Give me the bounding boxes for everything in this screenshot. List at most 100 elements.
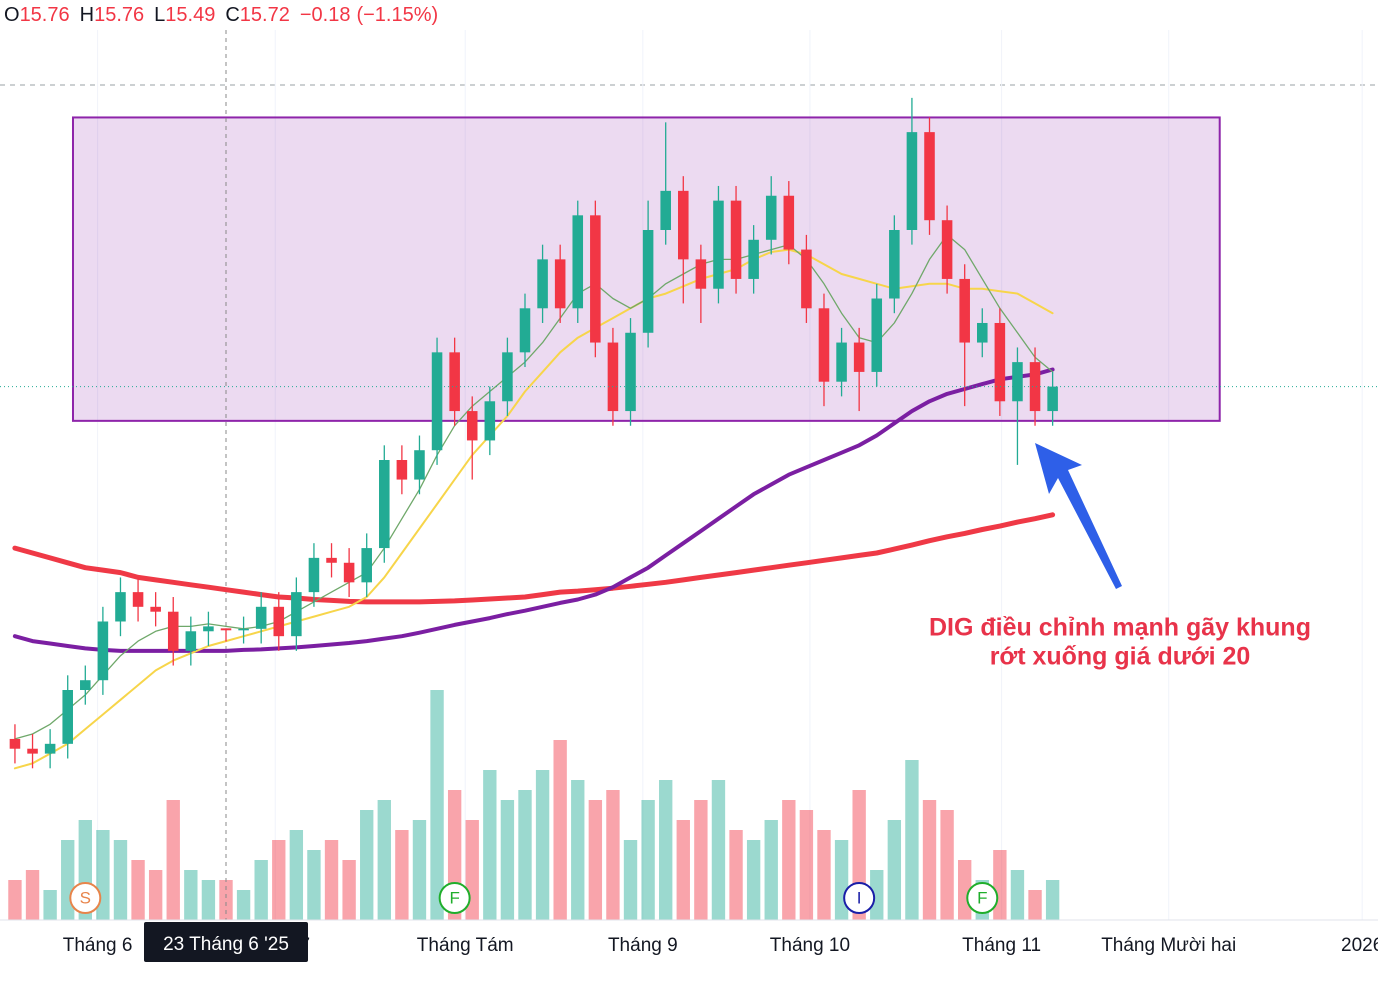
volume-bar xyxy=(535,770,550,920)
candle-body xyxy=(765,195,777,240)
volume-bar xyxy=(1045,880,1060,920)
volume-bar xyxy=(817,830,831,920)
ohlc-key: O xyxy=(4,4,20,26)
moving-average-line xyxy=(12,367,1055,653)
arrow xyxy=(1035,443,1122,589)
volume-bar xyxy=(764,820,778,920)
volume-bar xyxy=(307,850,321,920)
volume-bar xyxy=(641,800,655,920)
event-marker xyxy=(438,882,471,914)
candle-body xyxy=(730,200,742,279)
candle-body xyxy=(44,743,56,754)
ohlc-key: L xyxy=(154,4,165,26)
candle-body xyxy=(343,562,355,583)
volume-bar xyxy=(1010,870,1025,920)
candle-body xyxy=(203,626,214,632)
candle-body xyxy=(537,259,548,309)
volume-bar xyxy=(887,820,902,920)
volume-bar xyxy=(606,790,620,920)
candle-body xyxy=(818,308,830,382)
event-label: F xyxy=(977,888,987,907)
crosshair-label: 23 Tháng 6 '25 xyxy=(163,934,289,955)
candle-body xyxy=(255,606,267,629)
candle-body xyxy=(801,249,812,309)
candle-body xyxy=(379,460,390,549)
volume-bar xyxy=(746,840,761,920)
candle-body xyxy=(871,298,883,372)
candle-body xyxy=(748,239,759,279)
candle-body xyxy=(554,259,566,309)
candle-body xyxy=(519,308,531,353)
event-label: F xyxy=(449,888,459,907)
candle-body xyxy=(466,411,478,441)
volume-bar xyxy=(571,780,585,920)
volume-bar xyxy=(113,840,128,920)
volume-bar xyxy=(342,860,356,920)
candle-body xyxy=(9,738,21,749)
change-percent: (−1.15%) xyxy=(356,4,438,26)
x-tick-label: Tháng 11 xyxy=(962,935,1041,956)
volume-bar xyxy=(623,840,638,920)
candle-body xyxy=(1047,386,1058,412)
candle-body xyxy=(590,215,601,343)
candle-body xyxy=(62,690,73,744)
event-marker xyxy=(843,882,876,914)
volume-bar xyxy=(25,870,40,920)
volume-bar xyxy=(553,740,567,920)
ohlc-header: O15.76 H15.76 L15.49 C15.72 −0.18 (−1.15%) xyxy=(4,4,438,26)
volume-bar xyxy=(131,860,145,920)
ohlc-value: 15.72 xyxy=(240,4,290,26)
candle-body xyxy=(660,190,671,230)
candle-body xyxy=(502,352,513,402)
candle-body xyxy=(238,628,249,631)
candle-body xyxy=(713,200,724,289)
event-marker xyxy=(69,882,102,914)
candle-body xyxy=(607,342,619,412)
candle-body xyxy=(326,557,337,563)
volume-bar xyxy=(588,800,603,920)
volume-bar xyxy=(940,810,954,920)
candle-body xyxy=(97,621,109,681)
volume-bar xyxy=(166,800,180,920)
volume-bar xyxy=(518,790,532,920)
candle-body xyxy=(431,352,443,451)
candle-body xyxy=(396,460,408,480)
volume-bar xyxy=(676,820,690,920)
volume-bar xyxy=(184,870,198,920)
annotation-text: DIG điều chỉnh mạnh gãy khung xyxy=(929,614,1311,642)
candle-body xyxy=(941,220,953,279)
volume-bar xyxy=(236,890,251,920)
volume-bar xyxy=(254,860,268,920)
candle-body xyxy=(1029,362,1041,412)
ohlc-key: H xyxy=(80,4,94,26)
volume-bar xyxy=(694,800,708,920)
candle-body xyxy=(291,592,302,637)
volume-bar xyxy=(799,810,814,920)
volume-bar xyxy=(711,780,726,920)
event-label: I xyxy=(857,888,862,907)
volume-bar xyxy=(729,830,743,920)
volume-bar xyxy=(905,760,919,920)
candle-body xyxy=(132,592,144,607)
x-tick-label: Tháng 6 xyxy=(63,935,133,956)
x-tick-label: Tháng 10 xyxy=(770,935,850,956)
volume-bar xyxy=(395,830,409,920)
volume-bar xyxy=(43,890,57,920)
candle-body xyxy=(27,748,38,754)
candle-body xyxy=(484,401,496,441)
candle-body xyxy=(959,278,970,343)
volume-bar xyxy=(289,830,304,920)
volume-bar xyxy=(148,870,163,920)
candle-body xyxy=(414,450,425,480)
candle-body xyxy=(678,190,689,260)
volume-bar xyxy=(922,800,937,920)
moving-average-line xyxy=(13,248,1054,770)
candle-body xyxy=(783,195,795,250)
candle-body xyxy=(150,606,161,612)
ohlc-value: 15.49 xyxy=(165,4,215,26)
moving-average-line xyxy=(12,512,1056,605)
volume-bar xyxy=(324,840,339,920)
x-tick-label: 2026 xyxy=(1341,935,1378,956)
x-tick-label: Tháng Tám xyxy=(417,935,514,956)
